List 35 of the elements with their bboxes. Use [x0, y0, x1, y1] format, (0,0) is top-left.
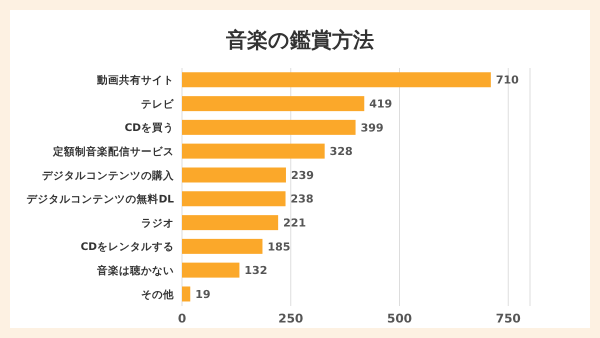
- data-label: 238: [290, 192, 314, 206]
- y-tick-label: デジタルコンテンツの無料DL: [26, 192, 174, 206]
- bar: [182, 167, 286, 182]
- bar: [182, 120, 356, 135]
- y-tick-label: CDを買う: [124, 122, 174, 134]
- bar: [182, 262, 240, 278]
- y-tick-label: その他: [141, 288, 175, 301]
- y-tick-label: デジタルコンテンツの購入: [42, 168, 175, 182]
- x-tick-label: 250: [278, 312, 304, 326]
- y-tick-label: ラジオ: [141, 217, 174, 230]
- bar: [182, 238, 262, 254]
- y-tick-label: 音楽は聴かない: [96, 264, 174, 278]
- y-tick-label: 動画共有サイト: [96, 74, 174, 87]
- y-tick-label: テレビ: [141, 97, 175, 110]
- bar: [182, 191, 286, 206]
- y-tick-label: CDをレンタルする: [80, 241, 174, 254]
- bar: [182, 215, 278, 230]
- data-label: 19: [195, 288, 211, 301]
- data-label: 221: [283, 216, 306, 230]
- data-label: 239: [290, 168, 314, 182]
- bar: [182, 96, 364, 112]
- data-label: 185: [267, 240, 290, 254]
- data-label: 399: [360, 121, 384, 134]
- bar: [182, 286, 190, 302]
- chart-title: 音楽の鑑賞方法: [225, 27, 375, 54]
- bar: [182, 72, 491, 88]
- bar: [182, 144, 325, 159]
- x-tick-label: 0: [178, 312, 186, 326]
- y-tick-label: 定額制音楽配信サービス: [52, 145, 174, 158]
- data-label: 328: [330, 145, 353, 158]
- data-label: 419: [369, 97, 392, 110]
- x-tick-label: 500: [386, 312, 412, 326]
- data-label: 132: [244, 264, 268, 278]
- x-tick-label: 750: [496, 312, 521, 326]
- data-label: 710: [496, 74, 520, 87]
